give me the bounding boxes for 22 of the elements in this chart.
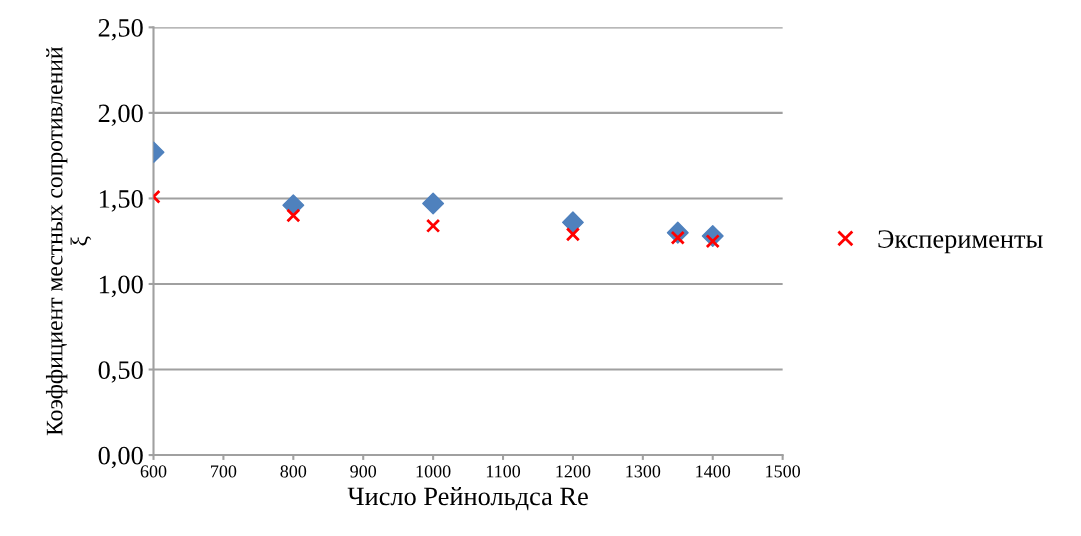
x-tick-label: 1500 xyxy=(766,465,801,478)
x-tick-label: 700 xyxy=(211,465,237,478)
point xyxy=(561,211,584,234)
x-axis-title: Число Рейнольдса Re xyxy=(347,486,588,511)
x-tick-label: 900 xyxy=(350,465,377,478)
point xyxy=(286,208,301,223)
x-tick-label: 1200 xyxy=(556,465,591,478)
point xyxy=(565,227,581,242)
point xyxy=(425,218,441,233)
y-tick-label: 0,50 xyxy=(98,361,143,383)
legend-label: Эксперименты xyxy=(878,230,1043,254)
x-tick-label: 1400 xyxy=(696,465,731,478)
y-tick-label: 2,50 xyxy=(98,18,143,41)
point xyxy=(422,192,445,215)
y-axis-title: Коэффициент местных сопротивлений ξ xyxy=(45,47,92,436)
x-tick-label: 800 xyxy=(280,465,307,478)
y-tick-label: 2,00 xyxy=(98,104,143,127)
y-tick-label: 1,50 xyxy=(99,190,143,212)
x-tick-label: 1000 xyxy=(416,465,451,478)
x-tick-label: 1300 xyxy=(626,465,661,478)
x-tick-label: 1100 xyxy=(486,465,521,478)
y-tick-label: 1,00 xyxy=(99,275,143,298)
